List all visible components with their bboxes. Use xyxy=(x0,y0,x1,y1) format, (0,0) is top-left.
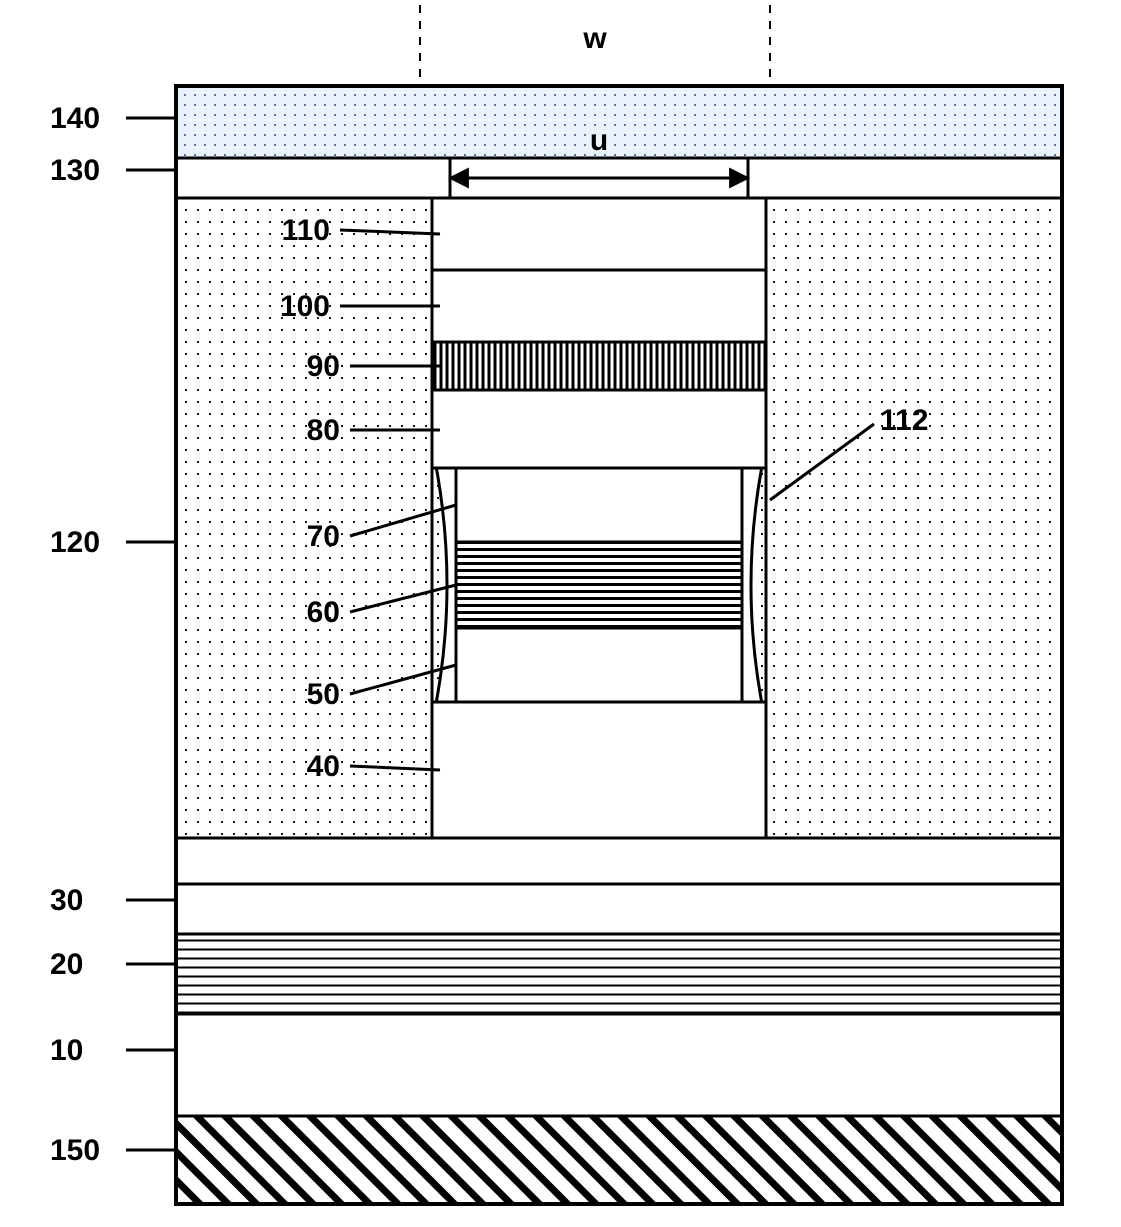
label-140: 140 xyxy=(50,102,100,135)
diagram-container: w u 140 130 120 30 20 10 150 110 100 90 80 70 60 50 40 11… xyxy=(0,0,1121,1227)
mesa-layer-60 xyxy=(456,542,742,628)
label-120: 120 xyxy=(50,526,100,559)
label-70: 70 xyxy=(307,520,340,553)
mesa-layer-100 xyxy=(432,270,766,342)
label-10: 10 xyxy=(50,1034,83,1067)
layer-10 xyxy=(176,1014,1062,1116)
mesa-layer-80 xyxy=(432,390,766,468)
mesa-layer-110 xyxy=(432,198,766,270)
label-30: 30 xyxy=(50,884,83,917)
label-110: 110 xyxy=(282,214,330,247)
label-40: 40 xyxy=(307,750,340,783)
label-150: 150 xyxy=(50,1134,100,1167)
layer-120-right xyxy=(766,198,1062,838)
layer-20 xyxy=(176,934,1062,1014)
mesa-layer-40 xyxy=(432,702,766,838)
label-80: 80 xyxy=(307,414,340,447)
layer-130-left xyxy=(176,158,450,198)
cross-section-svg: w u 140 130 120 30 20 10 150 110 100 90 80 70 60 50 40 11… xyxy=(0,0,1121,1227)
mesa-layer-50 xyxy=(456,628,742,702)
bulge-left xyxy=(432,446,447,724)
dim-w-label: w xyxy=(582,22,607,55)
label-112: 112 xyxy=(880,404,928,437)
layer-30 xyxy=(176,884,1062,934)
dim-u-label: u xyxy=(590,124,608,157)
mesa-layer-90 xyxy=(432,342,766,390)
label-100: 100 xyxy=(280,290,330,323)
label-90: 90 xyxy=(307,350,340,383)
layer-140 xyxy=(176,86,1062,158)
label-20: 20 xyxy=(50,948,83,981)
label-50: 50 xyxy=(307,678,340,711)
layer-130-right xyxy=(748,158,1062,198)
label-60: 60 xyxy=(307,596,340,629)
layer-gap1 xyxy=(176,838,1062,884)
mesa-layer-70 xyxy=(456,468,742,542)
label-130: 130 xyxy=(50,154,100,187)
bulge-right-112 xyxy=(751,446,766,724)
layer-150 xyxy=(176,1116,1062,1204)
